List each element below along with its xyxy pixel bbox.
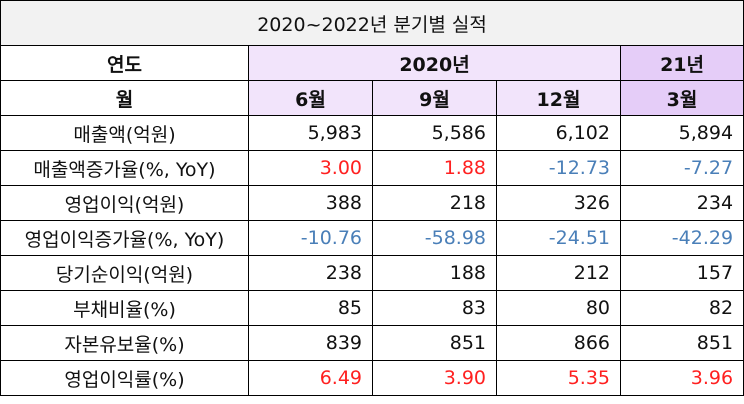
value-cell: 238 [248, 255, 373, 291]
value-cell: -42.29 [619, 220, 744, 256]
value-cell: 1.88 [372, 150, 497, 186]
value-cell: 5,983 [248, 115, 373, 151]
table-row: 매출액증가율(%, YoY) 3.00 1.88 -12.73 -7.27 [0, 150, 744, 186]
month-header: 9월 [372, 80, 497, 116]
value-cell: 388 [248, 185, 373, 221]
value-cell: -12.73 [496, 150, 621, 186]
value-cell: -7.27 [619, 150, 744, 186]
value-cell: 212 [496, 255, 621, 291]
table-row: 매출액(억원) 5,983 5,586 6,102 5,894 [0, 115, 744, 151]
value-cell: -58.98 [372, 220, 497, 256]
row-label: 자본유보율(%) [0, 325, 249, 361]
value-cell: 188 [372, 255, 497, 291]
value-cell: 851 [619, 325, 744, 361]
year-header-label: 연도 [0, 45, 249, 81]
value-cell: 839 [248, 325, 373, 361]
month-header: 3월 [619, 80, 744, 116]
value-cell: 218 [372, 185, 497, 221]
value-cell: 157 [619, 255, 744, 291]
value-cell: 85 [248, 290, 373, 326]
table-row: 영업이익(억원) 388 218 326 234 [0, 185, 744, 221]
row-label: 영업이익(억원) [0, 185, 249, 221]
value-cell: 6.49 [248, 360, 373, 396]
value-cell: -24.51 [496, 220, 621, 256]
row-label: 당기순이익(억원) [0, 255, 249, 291]
table-title: 2020~2022년 분기별 실적 [0, 0, 744, 46]
title-row: 2020~2022년 분기별 실적 [0, 0, 744, 46]
value-cell: 6,102 [496, 115, 621, 151]
year-header-row: 연도 2020년 21년 [0, 45, 744, 81]
value-cell: 866 [496, 325, 621, 361]
month-header: 12월 [496, 80, 621, 116]
value-cell: 82 [619, 290, 744, 326]
month-header-label: 월 [0, 80, 249, 116]
value-cell: 3.96 [619, 360, 744, 396]
value-cell: -10.76 [248, 220, 373, 256]
row-label: 영업이익증가율(%, YoY) [0, 220, 249, 256]
value-cell: 83 [372, 290, 497, 326]
row-label: 매출액증가율(%, YoY) [0, 150, 249, 186]
table-row: 자본유보율(%) 839 851 866 851 [0, 325, 744, 361]
table-row: 당기순이익(억원) 238 188 212 157 [0, 255, 744, 291]
month-header-row: 월 6월 9월 12월 3월 [0, 80, 744, 116]
year-2020-header: 2020년 [248, 45, 621, 81]
value-cell: 3.90 [372, 360, 497, 396]
row-label: 매출액(억원) [0, 115, 249, 151]
value-cell: 234 [619, 185, 744, 221]
year-21-header: 21년 [619, 45, 744, 81]
value-cell: 5,586 [372, 115, 497, 151]
value-cell: 3.00 [248, 150, 373, 186]
row-label: 부채비율(%) [0, 290, 249, 326]
value-cell: 326 [496, 185, 621, 221]
value-cell: 5.35 [496, 360, 621, 396]
value-cell: 80 [496, 290, 621, 326]
table-row: 영업이익률(%) 6.49 3.90 5.35 3.96 [0, 360, 744, 396]
value-cell: 5,894 [619, 115, 744, 151]
value-cell: 851 [372, 325, 497, 361]
table-row: 부채비율(%) 85 83 80 82 [0, 290, 744, 326]
table-row: 영업이익증가율(%, YoY) -10.76 -58.98 -24.51 -42.29 [0, 220, 744, 256]
month-header: 6월 [248, 80, 373, 116]
row-label: 영업이익률(%) [0, 360, 249, 396]
